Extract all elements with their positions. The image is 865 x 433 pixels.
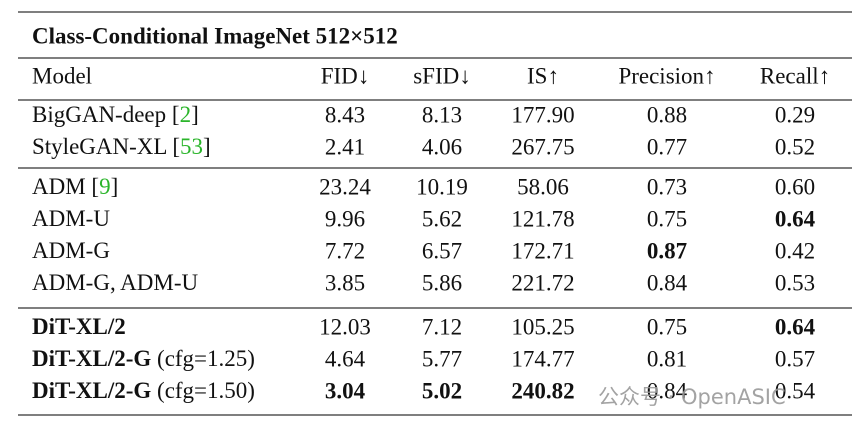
watermark: 公众号 · OpenASIC [598,385,786,409]
value-cell: 4.64 [325,346,366,371]
value-cell: 0.29 [775,102,815,127]
value-cell: 174.77 [511,346,574,371]
header-cell: IS↑ [527,63,559,88]
model-name: DiT-XL/2 [32,314,126,339]
value-cell: 121.78 [511,206,574,231]
value-cell: 8.43 [325,102,365,127]
value-cell: 5.62 [422,206,462,231]
model-name: StyleGAN-XL [32,134,167,159]
value-cell: 0.54 [775,378,816,403]
model-suffix: (cfg=1.50) [157,378,255,403]
value-cell: 0.88 [647,102,687,127]
value-cell: 0.57 [775,346,815,371]
value-cell: 7.12 [422,314,462,339]
model-cell: DiT-XL/2-G (cfg=1.50) [32,378,255,403]
citation: [53] [172,134,210,159]
value-cell: 10.19 [416,174,468,199]
value-cell: 12.03 [319,314,371,339]
value-cell: 0.77 [647,134,687,159]
header-cell: Recall↑ [760,63,830,88]
model-name: ADM-G [32,238,110,263]
model-name: DiT-XL/2-G [32,378,151,403]
value-cell: 0.60 [775,174,815,199]
model-name: ADM [32,174,86,199]
citation: [2] [172,102,199,127]
value-cell: 0.81 [647,346,687,371]
header-cell: FID↓ [321,63,370,88]
value-cell: 0.42 [775,238,815,263]
value-cell: 0.75 [647,206,687,231]
model-name: BigGAN-deep [32,102,166,127]
value-cell: 5.02 [422,378,462,403]
value-cell: 267.75 [511,134,574,159]
model-suffix: (cfg=1.25) [157,346,255,371]
value-cell: 2.41 [325,134,365,159]
table-title: Class-Conditional ImageNet 512×512 [32,23,398,48]
value-cell: 0.75 [647,314,687,339]
value-cell: 0.64 [775,206,816,231]
value-cell: 23.24 [319,174,371,199]
value-cell: 5.77 [422,346,462,371]
value-cell: 3.04 [325,378,366,403]
model-cell: StyleGAN-XL [53] [32,134,211,159]
value-cell: 9.96 [325,206,365,231]
header-cell: sFID↓ [413,63,471,88]
model-name: ADM-U [32,206,110,231]
value-cell: 6.57 [422,238,462,263]
model-cell: ADM [9] [32,174,118,199]
value-cell: 172.71 [511,238,574,263]
model-cell: ADM-U [32,206,110,231]
value-cell: 105.25 [511,314,574,339]
value-cell: 0.84 [647,270,688,295]
model-name: DiT-XL/2-G [32,346,151,371]
value-cell: 240.82 [511,378,574,403]
value-cell: 221.72 [511,270,574,295]
model-cell: DiT-XL/2-G (cfg=1.25) [32,346,255,371]
value-cell: 0.84 [647,378,688,403]
header-cell: Precision↑ [618,63,715,88]
model-cell: BigGAN-deep [2] [32,102,199,127]
model-name: ADM-G, ADM-U [32,270,199,295]
citation: [9] [91,174,118,199]
value-cell: 7.72 [325,238,365,263]
value-cell: 8.13 [422,102,462,127]
value-cell: 58.06 [517,174,569,199]
value-cell: 5.86 [422,270,462,295]
value-cell: 3.85 [325,270,365,295]
value-cell: 0.52 [775,134,815,159]
value-cell: 0.53 [775,270,815,295]
value-cell: 0.87 [647,238,687,263]
value-cell: 0.64 [775,314,816,339]
model-cell: ADM-G, ADM-U [32,270,199,295]
model-cell: DiT-XL/2 [32,314,126,339]
value-cell: 0.73 [647,174,687,199]
model-cell: ADM-G [32,238,110,263]
value-cell: 4.06 [422,134,462,159]
header-cell: Model [32,63,92,88]
value-cell: 177.90 [511,102,574,127]
